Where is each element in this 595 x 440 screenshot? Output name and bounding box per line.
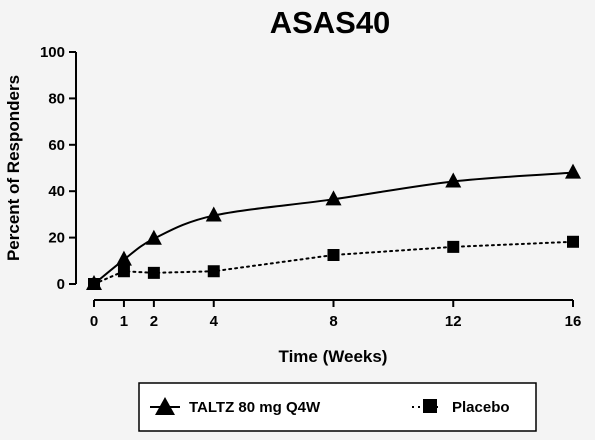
y-ticks: 0 20 40 60 80 100 — [40, 44, 76, 293]
x-tick-label: 16 — [565, 313, 582, 330]
x-tick-label: 12 — [445, 313, 462, 330]
data-point-taltz — [145, 229, 162, 245]
y-tick-label: 80 — [48, 90, 65, 107]
x-tick-label: 8 — [329, 313, 337, 330]
legend: TALTZ 80 mg Q4W Placebo — [138, 382, 537, 432]
x-ticks: 0 1 2 4 8 12 16 — [90, 300, 582, 330]
legend-marker-placebo — [423, 399, 437, 413]
series-line-taltz — [93, 171, 574, 285]
data-point-placebo — [88, 278, 100, 290]
data-point-placebo — [117, 265, 130, 278]
data-point-placebo — [207, 265, 220, 278]
data-point-taltz — [205, 206, 222, 222]
chart-title: ASAS40 — [270, 5, 391, 40]
data-point-taltz — [565, 163, 581, 179]
legend-label-taltz: TALTZ 80 mg Q4W — [189, 399, 321, 416]
data-point-placebo — [147, 266, 160, 279]
x-tick-label: 1 — [120, 313, 128, 330]
data-point-taltz — [445, 172, 462, 188]
legend-box — [138, 382, 537, 432]
y-tick-label: 0 — [57, 276, 65, 293]
data-point-taltz — [115, 250, 132, 266]
x-tick-label: 2 — [150, 313, 158, 330]
y-tick-label: 20 — [48, 230, 65, 247]
series-line-placebo — [93, 240, 574, 285]
legend-marker-taltz — [155, 397, 175, 415]
x-tick-label: 4 — [210, 313, 219, 330]
data-point-placebo — [327, 249, 340, 261]
data-point-taltz — [325, 190, 342, 206]
y-tick-label: 60 — [48, 137, 65, 154]
y-tick-label: 100 — [40, 44, 65, 61]
y-tick-label: 40 — [48, 183, 65, 200]
data-point-placebo — [567, 235, 579, 248]
y-axis-label: Percent of Responders — [4, 75, 23, 261]
x-tick-label: 0 — [90, 313, 98, 330]
series-layer — [86, 163, 581, 290]
data-point-placebo — [447, 240, 460, 253]
legend-label-placebo: Placebo — [452, 399, 510, 416]
x-axis-label: Time (Weeks) — [279, 347, 388, 366]
